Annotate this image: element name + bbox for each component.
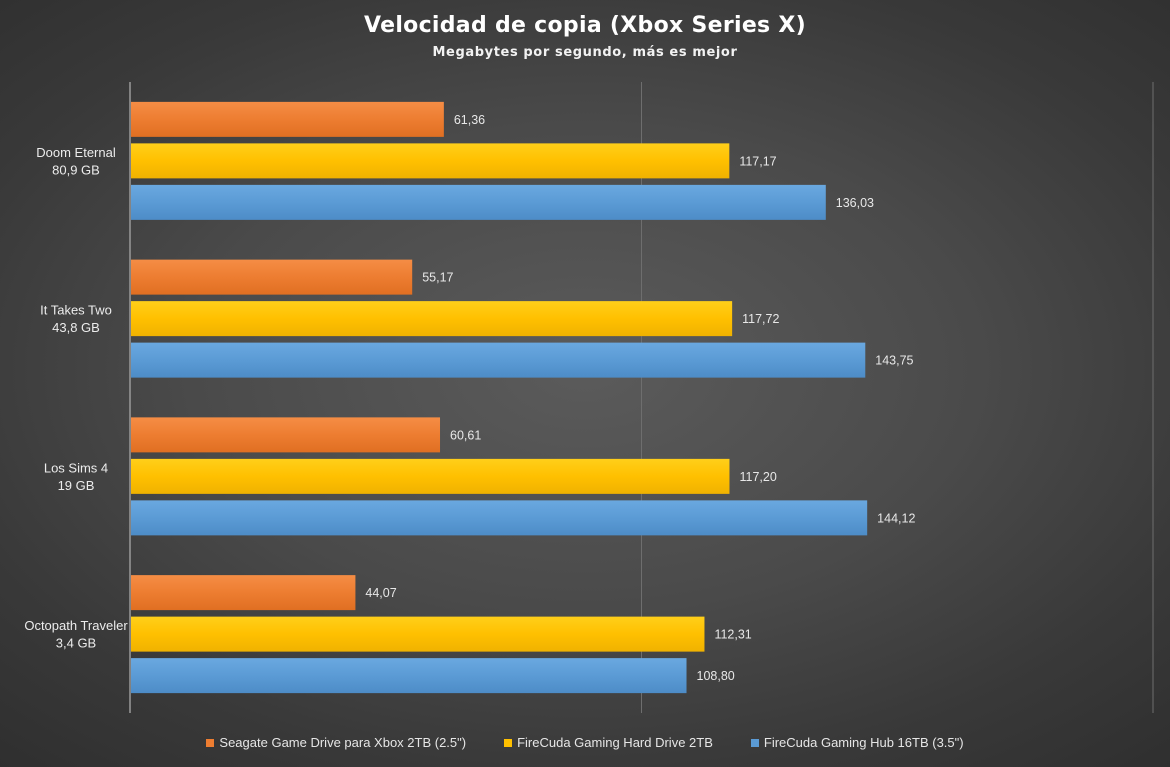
category-sublabel: 80,9 GB (52, 162, 100, 177)
legend-label: FireCuda Gaming Hard Drive 2TB (517, 735, 713, 750)
legend-swatch (206, 738, 215, 747)
data-label: 117,17 (739, 154, 776, 168)
category-label: Octopath Traveler (24, 618, 128, 633)
bar (131, 101, 444, 137)
legend-item: FireCuda Gaming Hub 16TB (3.5") (750, 735, 964, 750)
legend-swatch (504, 738, 513, 747)
data-label: 112,31 (714, 628, 751, 642)
data-label: 61,36 (454, 113, 485, 127)
data-label: 60,61 (450, 428, 481, 442)
legend-swatch (750, 738, 759, 747)
chart-legend: Seagate Game Drive para Xbox 2TB (2.5") F… (0, 735, 1170, 750)
legend-label: FireCuda Gaming Hub 16TB (3.5") (763, 735, 964, 750)
chart-subtitle: Megabytes por segundo, más es mejor (432, 45, 738, 60)
bar (131, 575, 356, 611)
bar (131, 301, 733, 337)
bar (131, 417, 441, 453)
data-label: 117,20 (739, 470, 776, 484)
bar (131, 184, 826, 220)
data-label: 136,03 (836, 196, 874, 210)
bar (131, 143, 730, 179)
bar (131, 259, 413, 295)
chart-title: Velocidad de copia (Xbox Series X) (363, 13, 807, 38)
bar (131, 616, 705, 652)
legend-label: Seagate Game Drive para Xbox 2TB (2.5") (219, 735, 467, 750)
bar (131, 458, 730, 494)
data-label: 44,07 (365, 586, 396, 600)
data-label: 108,80 (697, 669, 735, 683)
category-sublabel: 43,8 GB (52, 320, 100, 335)
bar (131, 500, 868, 536)
legend-item: Seagate Game Drive para Xbox 2TB (2.5") (206, 735, 466, 750)
data-label: 143,75 (875, 354, 913, 368)
data-label: 144,12 (877, 511, 915, 525)
bar (131, 342, 866, 378)
category-label: It Takes Two (40, 303, 112, 318)
data-label: 55,17 (422, 271, 453, 285)
data-label: 117,72 (742, 312, 779, 326)
category-label: Los Sims 4 (44, 460, 108, 475)
bar (131, 658, 687, 694)
legend-item: FireCuda Gaming Hard Drive 2TB (504, 735, 713, 750)
category-label: Doom Eternal (36, 145, 116, 160)
category-sublabel: 19 GB (58, 478, 95, 493)
category-sublabel: 3,4 GB (56, 636, 96, 651)
